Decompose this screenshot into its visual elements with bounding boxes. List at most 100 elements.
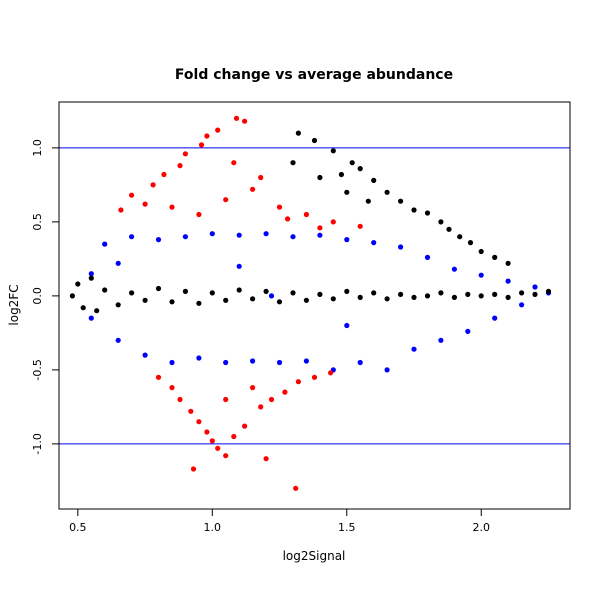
data-point [155,285,162,292]
data-point [411,346,417,352]
data-point [532,284,538,290]
data-point [88,275,94,281]
data-point [505,278,511,284]
data-point [371,240,377,246]
data-point [465,328,471,334]
data-point [344,237,350,243]
data-point [519,290,525,296]
data-point [303,358,309,364]
data-point [438,219,444,225]
y-tick-label: 0.5 [31,213,44,231]
data-point [88,315,94,321]
data-point [142,352,148,358]
data-point [196,419,202,425]
data-point [242,118,248,124]
data-point [129,234,135,240]
data-point [129,192,135,198]
data-point [317,291,323,297]
data-point [344,288,350,294]
data-point [209,290,215,296]
data-point [357,359,363,366]
data-point [532,291,538,297]
data-point [451,294,457,300]
data-points [69,115,552,491]
data-point [371,177,377,183]
data-point [290,160,296,166]
data-point [258,174,264,181]
data-point [285,216,291,222]
data-point [169,359,175,366]
data-point [209,231,215,237]
data-point [317,225,323,231]
data-point [263,231,269,237]
data-point [357,294,363,300]
data-point [478,272,484,278]
data-point [451,266,457,272]
y-tick-label: -1.0 [31,433,44,454]
data-point [118,207,124,213]
data-point [457,234,463,240]
data-point [303,297,309,303]
data-point [467,240,474,246]
data-point [424,210,431,216]
data-point [268,396,275,403]
plot-frame [58,101,571,510]
data-point [233,115,240,121]
data-point [115,337,121,343]
data-point [142,297,148,303]
data-point [223,297,229,303]
y-tick-label: -0.5 [31,359,44,380]
reference-lines [59,147,570,445]
data-point [268,293,275,299]
data-point [311,137,318,144]
data-point [161,171,167,178]
data-point [223,197,229,203]
data-point [190,466,197,472]
data-point [198,142,205,148]
x-tick-label: 0.5 [69,521,87,534]
x-tick-label: 1.5 [338,521,356,534]
data-point [250,385,256,391]
data-point [349,160,355,166]
data-point [169,299,175,305]
data-point [182,288,188,294]
data-point [384,296,390,302]
data-point [357,223,363,229]
data-point [338,171,344,178]
data-point [236,287,242,293]
data-point [115,260,121,266]
data-point [438,290,444,296]
y-tick-label: 1.0 [31,139,44,157]
data-point [276,204,283,210]
x-tick-label: 2.0 [472,521,490,534]
data-point [196,300,202,306]
data-point [263,456,269,462]
data-point [446,226,452,232]
data-point [177,163,183,169]
data-point [196,211,202,218]
data-point [344,189,350,195]
data-point [231,160,237,166]
data-point [182,234,188,240]
data-point [371,290,377,296]
data-point [398,198,404,204]
data-point [250,358,256,364]
chart-title: Fold change vs average abundance [175,67,453,83]
data-point [209,438,215,444]
data-point [317,174,323,181]
data-point [258,404,264,410]
data-point [384,367,390,373]
data-point [411,207,417,213]
data-point [155,374,162,380]
data-point [177,396,183,403]
data-point [204,133,210,139]
data-point [223,359,229,366]
data-point [330,296,336,302]
data-point [282,389,288,395]
data-point [519,302,525,308]
data-point [505,294,511,300]
data-point [295,379,301,385]
x-tick-label: 1.0 [204,521,222,534]
data-point [115,302,121,308]
